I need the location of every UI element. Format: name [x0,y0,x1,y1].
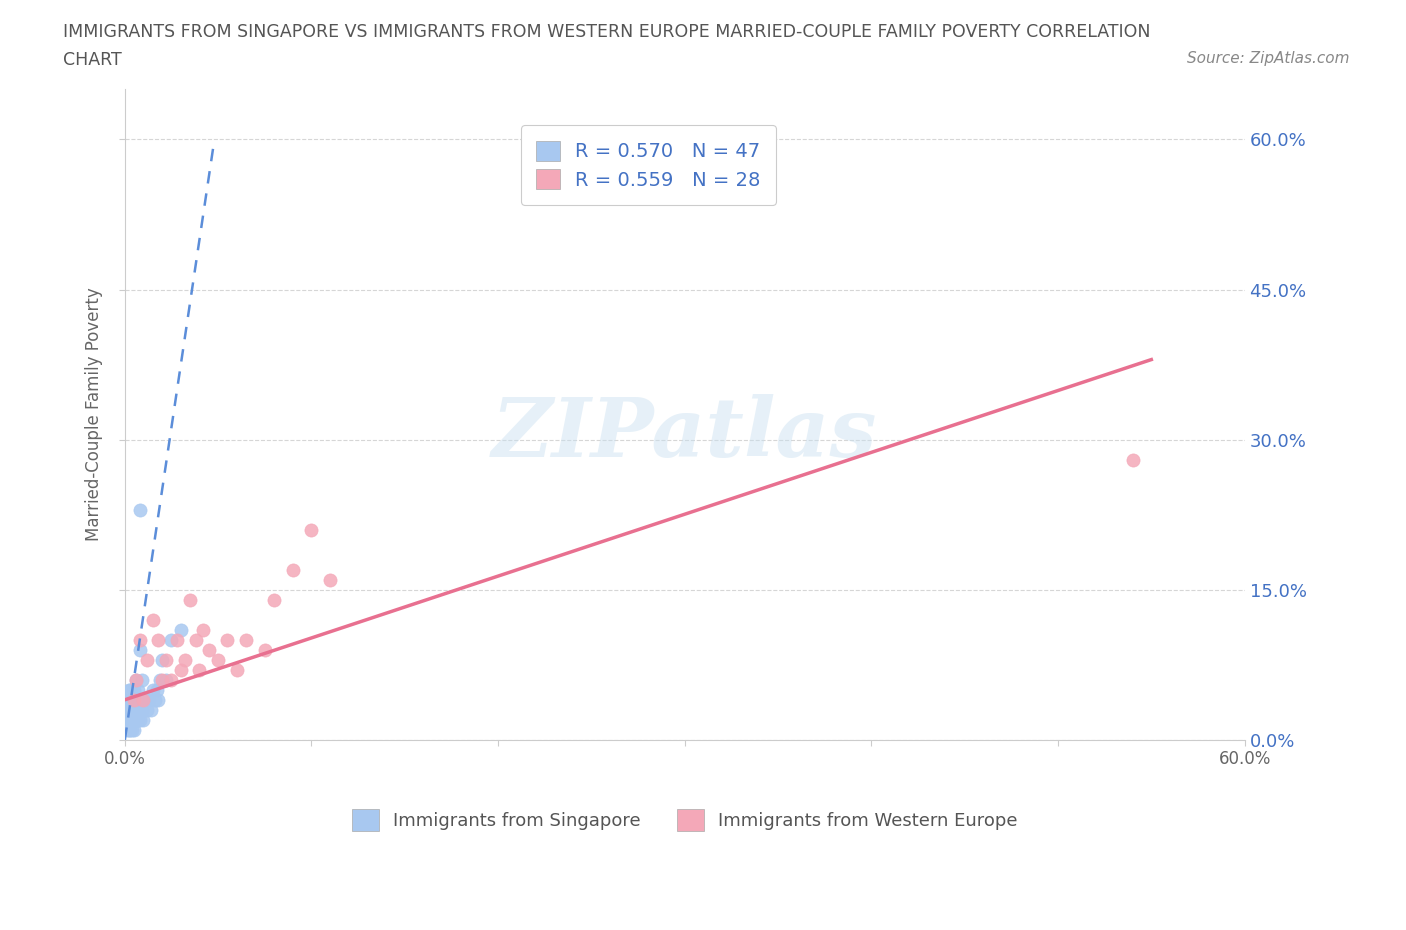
Point [132,692,155,707]
Point [127,702,149,717]
Point [198,643,221,658]
Point [142,612,165,627]
Point [128,502,150,517]
Point [188,662,211,677]
Point [166,632,188,647]
Point [131,702,153,717]
Point [1122,452,1144,467]
Point [117,723,139,737]
Point [217,632,239,647]
Point [128,712,150,727]
Y-axis label: Married-Couple Family Poverty: Married-Couple Family Poverty [86,287,103,541]
Point [160,672,183,687]
Point [131,672,153,687]
Point [127,712,149,727]
Point [122,723,145,737]
Point [225,662,247,677]
Point [160,632,183,647]
Point [121,692,143,707]
Point [128,643,150,658]
Point [115,702,138,717]
Point [263,592,285,607]
Point [148,632,170,647]
Point [117,712,139,727]
Point [132,712,155,727]
Point [235,632,257,647]
Point [120,692,142,707]
Point [139,702,162,717]
Point [122,702,145,717]
Point [115,712,138,727]
Point [128,632,150,647]
Point [117,692,139,707]
Point [138,692,160,707]
Point [155,652,177,667]
Point [125,672,148,687]
Text: Source: ZipAtlas.com: Source: ZipAtlas.com [1187,51,1350,66]
Point [122,683,145,698]
Text: CHART: CHART [63,51,122,69]
Point [125,712,148,727]
Point [184,632,207,647]
Point [143,692,166,707]
Point [117,702,139,717]
Point [132,692,155,707]
Point [253,643,276,658]
Point [281,563,304,578]
Point [122,692,145,707]
Text: IMMIGRANTS FROM SINGAPORE VS IMMIGRANTS FROM WESTERN EUROPE MARRIED-COUPLE FAMIL: IMMIGRANTS FROM SINGAPORE VS IMMIGRANTS … [63,23,1150,41]
Point [150,672,173,687]
Point [148,692,170,707]
Point [170,662,193,677]
Point [115,723,138,737]
Point [134,692,156,707]
Point [301,523,323,538]
Point [120,723,142,737]
Point [149,672,172,687]
Point [136,652,159,667]
Point [127,683,149,698]
Point [122,712,145,727]
Point [117,683,139,698]
Point [150,652,173,667]
Point [319,572,342,587]
Point [179,592,201,607]
Point [136,702,159,717]
Text: ZIPatlas: ZIPatlas [492,394,877,474]
Point [120,683,142,698]
Point [170,622,193,637]
Point [121,712,143,727]
Point [120,712,142,727]
Point [125,672,148,687]
Point [207,652,229,667]
Point [125,702,148,717]
Point [120,702,142,717]
Point [145,683,167,698]
Point [121,702,143,717]
Point [142,683,165,698]
Point [121,723,143,737]
Point [173,652,195,667]
Point [155,672,177,687]
Point [193,622,215,637]
Legend: Immigrants from Singapore, Immigrants from Western Europe: Immigrants from Singapore, Immigrants fr… [337,794,1032,845]
